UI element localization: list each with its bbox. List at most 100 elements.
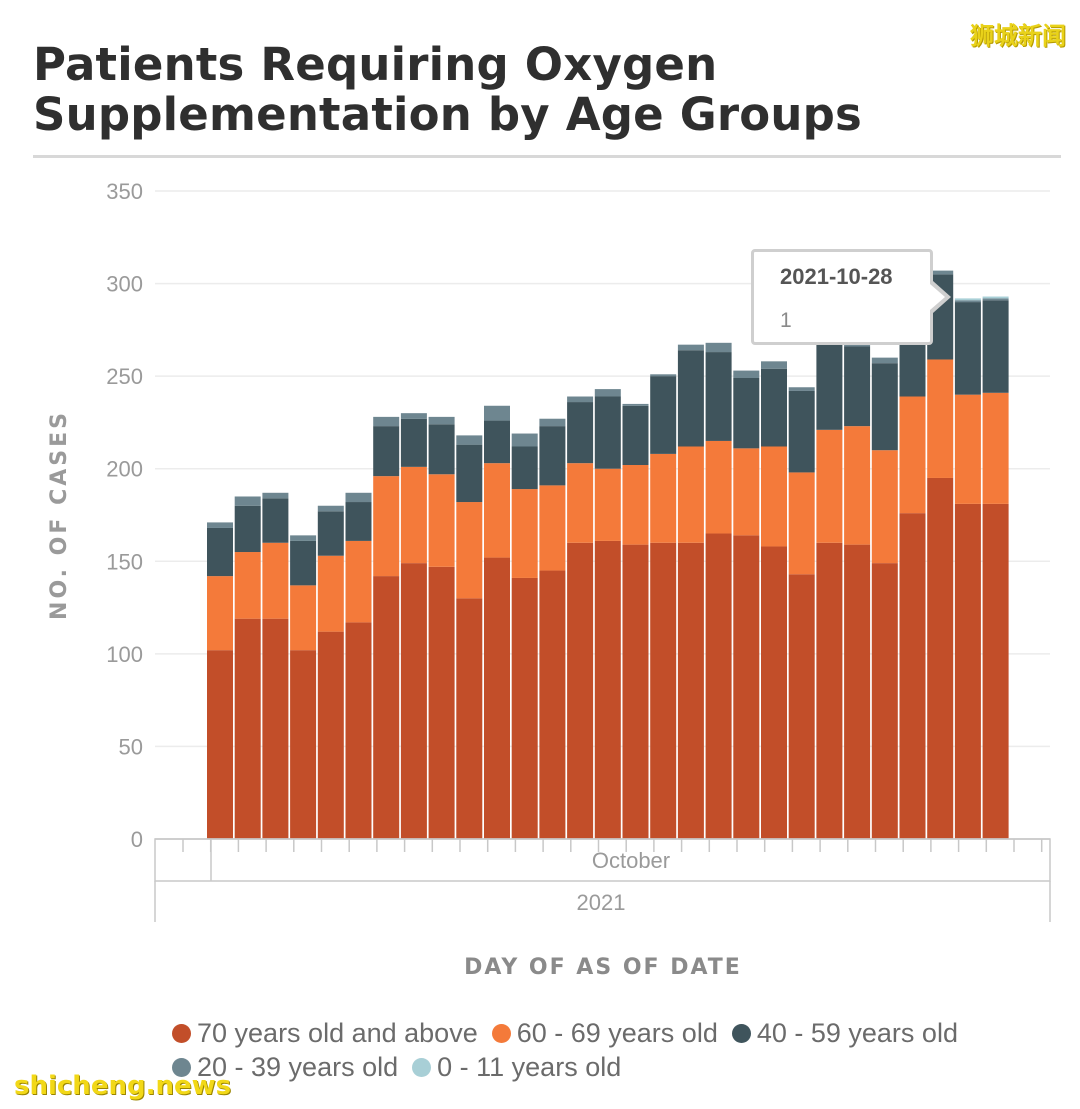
bar-segment (262, 618, 289, 839)
y-tick-label: 0 (131, 827, 143, 852)
x-year-label: 2021 (577, 890, 626, 915)
bar-segment (400, 466, 427, 564)
bar-segment (733, 370, 760, 378)
bar-segment (594, 540, 621, 839)
bar-segment (290, 535, 317, 541)
bar-segment (954, 302, 981, 395)
bar-segment (345, 622, 372, 839)
bar-segment (234, 505, 261, 553)
bar-segment (816, 542, 843, 839)
bar-segment (622, 544, 649, 839)
bar-segment (871, 363, 898, 451)
bar-segment (456, 444, 483, 503)
bar-segment (290, 540, 317, 586)
bar-segment (733, 448, 760, 536)
bar-segment (373, 416, 400, 427)
bar-segment (927, 477, 954, 839)
bar-segment (594, 389, 621, 397)
bar-segment (456, 502, 483, 599)
title-divider (33, 155, 1061, 158)
x-axis-day-band (154, 838, 1051, 882)
bar-segment (428, 474, 455, 567)
bar-segment (400, 413, 427, 419)
bar-segment (234, 618, 261, 839)
bar-segment (761, 546, 787, 839)
x-axis-title: DAY OF AS OF DATE (464, 955, 742, 980)
legend-label: 0 - 11 years old (437, 1052, 622, 1082)
bar-segment (788, 574, 815, 839)
bar-segment (954, 503, 981, 839)
tooltip-arrow-fill (930, 284, 945, 310)
y-tick-label: 50 (119, 734, 143, 759)
bar-segment (373, 426, 400, 477)
y-tick-label: 200 (106, 457, 143, 482)
legend-swatch (731, 1024, 751, 1043)
bar-segment (844, 426, 871, 545)
legend-label: 40 - 59 years old (756, 1018, 958, 1048)
bar-segment (567, 463, 594, 543)
legend-item[interactable]: 60 - 69 years old (491, 1016, 718, 1050)
bar-segment (705, 342, 732, 353)
bar-segment (539, 426, 566, 486)
hover-tooltip: 2021-10-28 1 (751, 249, 933, 345)
legend-item[interactable]: 20 - 39 years old (172, 1050, 398, 1084)
y-tick-label: 100 (106, 642, 143, 667)
bar-segment (899, 396, 926, 514)
bar-segment (954, 300, 981, 303)
legend-swatch (491, 1024, 511, 1043)
y-tick-label: 150 (106, 549, 143, 574)
bar-segment (484, 463, 510, 558)
bar-segment (317, 511, 344, 556)
bar-segment (345, 492, 372, 503)
legend-label: 60 - 69 years old (516, 1018, 718, 1048)
bar-segment (428, 416, 455, 425)
watermark-site: shicheng.news (14, 1071, 232, 1101)
bar-segment (788, 472, 815, 575)
bar-segment (622, 405, 649, 466)
watermark-chinese: 狮城新闻 (970, 22, 1066, 50)
bar-segment (982, 300, 1009, 393)
bar-segment (927, 270, 954, 275)
bar-segment (511, 433, 538, 447)
bar-segment (511, 446, 538, 490)
bar-segment (567, 542, 594, 839)
legend-label: 70 years old and above (197, 1018, 478, 1048)
bar-segment (207, 522, 233, 528)
bar-segment (871, 450, 898, 564)
bar-segment (677, 350, 704, 447)
bar-segment (650, 453, 677, 543)
bar-segment (373, 576, 400, 839)
y-tick-label: 250 (106, 364, 143, 389)
stacked-bar-chart: 0 50 100 150 200 250 300 350 NO. OF CASES October… (47, 179, 1051, 980)
bar-segment (400, 563, 427, 839)
bar-segment (373, 476, 400, 577)
y-tick-label: 300 (106, 272, 143, 297)
bar-segment (511, 489, 538, 578)
legend-item[interactable]: 0 - 11 years old (412, 1050, 621, 1084)
bar-segment (456, 435, 483, 445)
bar-segment (788, 390, 815, 473)
legend-label: 20 - 39 years old (197, 1052, 399, 1082)
bar-segment (705, 440, 732, 534)
bar-segment (207, 527, 233, 577)
bar-segment (650, 376, 677, 454)
bar-segment (539, 570, 566, 839)
legend-item[interactable]: 70 years old and above (172, 1016, 478, 1050)
chart-title: Patients Requiring Oxygen Supplementatio… (33, 38, 863, 141)
bar-segment (484, 557, 510, 839)
bar-segment (345, 540, 372, 623)
bar-segment (511, 577, 538, 839)
bar-segment (761, 361, 787, 369)
bar-segment (234, 496, 261, 506)
bar-segment (428, 424, 455, 475)
bar-segment (234, 552, 261, 619)
bar-segment (650, 542, 677, 839)
bar-segment (705, 352, 732, 441)
bar-segment (539, 485, 566, 571)
bar-segment (539, 418, 566, 427)
bar-segment (428, 566, 455, 839)
bar-segment (317, 631, 344, 839)
bar-segment (345, 502, 372, 541)
legend-item[interactable]: 40 - 59 years old (731, 1016, 958, 1050)
bar-segment (207, 576, 233, 651)
